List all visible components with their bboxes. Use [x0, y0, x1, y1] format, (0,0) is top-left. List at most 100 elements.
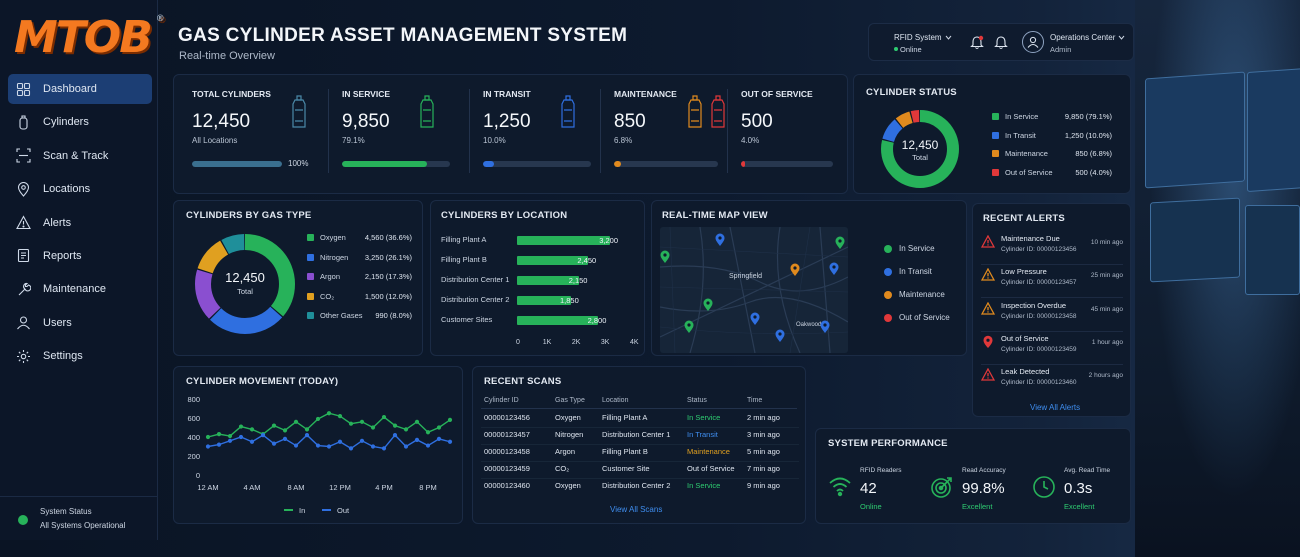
cylinder-status-panel: CYLINDER STATUS 12,450 Total In Service 9… [853, 74, 1131, 194]
map-pin-icon[interactable] [750, 312, 760, 326]
legend-item: Maintenance [992, 149, 1048, 158]
bell-alert-icon[interactable] [970, 35, 984, 50]
cell-status: In Service [687, 413, 721, 422]
cell-time: 2 min ago [747, 413, 780, 422]
map-pin-icon[interactable] [820, 320, 830, 334]
chevron-down-icon[interactable] [945, 35, 952, 40]
table-row[interactable]: 00000123460 Oxygen Distribution Center 2 In… [473, 481, 807, 496]
legend-value: 500 (4.0%) [1075, 167, 1112, 177]
bar-value: 3,200 [599, 235, 618, 245]
alert-detail: Cylinder ID: 00000123458 [1001, 312, 1077, 320]
location-panel: CYLINDERS BY LOCATION Filling Plant A 3,2… [430, 200, 645, 356]
legend-value: 3,250 (26.1%) [364, 252, 412, 262]
donut-center-label: Total [237, 287, 253, 296]
cell-gas: Oxygen [555, 413, 581, 422]
rfid-system-dropdown[interactable]: RFID System [894, 33, 942, 42]
data-point-out [216, 442, 222, 447]
sidebar-item-label: Cylinders [43, 116, 89, 129]
legend-label: Oxygen [320, 233, 346, 242]
alert-item[interactable]: Inspection Overdue Cylinder ID: 000001234… [973, 299, 1131, 332]
bar-label: Distribution Center 2 [441, 295, 510, 304]
user-name[interactable]: Operations Center [1050, 33, 1116, 42]
map-view[interactable]: Springfield Oakwood [660, 227, 848, 353]
view-all-alerts-link[interactable]: View All Alerts [1030, 403, 1081, 412]
map-pin-icon[interactable] [715, 233, 725, 247]
perf-status: Excellent [1064, 502, 1095, 511]
table-row[interactable]: 00000123456 Oxygen Filling Plant A In Servi… [473, 413, 807, 428]
legend-value: 4,560 (36.6%) [364, 233, 412, 242]
bell-icon[interactable] [994, 35, 1008, 50]
legend-label: CO₂ [320, 291, 335, 301]
table-header: Location [602, 397, 629, 404]
map-legend-item: Maintenance [884, 290, 945, 299]
kpi-sub: 10.0% [483, 136, 506, 145]
sidebar-item-label: Reports [43, 249, 82, 262]
map-pin-icon[interactable] [835, 236, 845, 250]
legend-label: Out of Service [899, 313, 950, 322]
cell-id: 00000123458 [484, 447, 530, 456]
cylinder-status-donut [881, 110, 959, 188]
sidebar-item-settings[interactable]: Settings [8, 341, 152, 371]
user-avatar[interactable] [1022, 31, 1044, 53]
sidebar-item-scan-track[interactable]: Scan & Track [8, 141, 152, 171]
performance-panel: SYSTEM PERFORMANCE RFID Readers 42 Online R… [815, 428, 1131, 524]
sidebar-item-dashboard[interactable]: Dashboard [8, 74, 152, 104]
map-pin-icon[interactable] [829, 262, 839, 276]
legend-label: Argon [320, 272, 341, 282]
sidebar-item-locations[interactable]: Locations [8, 174, 152, 204]
map-pin-icon[interactable] [703, 298, 713, 312]
data-point-out [337, 439, 343, 444]
sidebar-item-label: Maintenance [43, 283, 106, 296]
control-room-backdrop [1135, 0, 1300, 557]
map-label-oakwood: Oakwood [796, 322, 821, 328]
y-tick-label: 600 [187, 414, 200, 423]
legend-label: Other Gases [320, 311, 363, 321]
x-tick-label: 12 PM [329, 483, 351, 492]
sidebar-item-reports[interactable]: Reports [8, 241, 152, 271]
perf-value: 99.8% [962, 480, 1005, 497]
alert-item[interactable]: Out of Service Cylinder ID: 00000123459 1 … [973, 332, 1131, 365]
data-point-out [260, 433, 266, 438]
kpi-progress-bar [483, 161, 591, 167]
map-pin-icon[interactable] [684, 320, 694, 334]
table-row[interactable]: 00000123459 CO₂ Customer Site Out of Servic… [473, 464, 807, 479]
alert-item[interactable]: Maintenance Due Cylinder ID: 00000123456 1… [973, 232, 1131, 265]
chevron-down-icon[interactable] [1118, 35, 1125, 40]
kpi-total-cylinders: TOTAL CYLINDERS 12,450 All Locations 100% [192, 75, 330, 187]
perf-label: Read Accuracy [962, 467, 1006, 474]
table-row[interactable]: 00000123458 Argon Filling Plant B Maintenan… [473, 447, 807, 462]
map-pin-icon[interactable] [790, 263, 800, 277]
legend-label: In Transit [899, 267, 932, 276]
cell-location: Distribution Center 2 [602, 481, 671, 490]
bar-value: 2,800 [587, 315, 607, 325]
view-all-scans-link[interactable]: View All Scans [610, 505, 663, 514]
sidebar-item-cylinders[interactable]: Cylinders [8, 107, 152, 137]
legend-value: 2,150 (17.3%) [364, 272, 412, 282]
map-pin-icon[interactable] [775, 329, 785, 343]
sidebar-item-maintenance[interactable]: Maintenance [8, 274, 152, 304]
alert-title: Inspection Overdue [1001, 300, 1067, 310]
alert-item[interactable]: Leak Detected Cylinder ID: 00000123460 2 h… [973, 365, 1131, 398]
data-point-out [392, 433, 398, 438]
table-row[interactable]: 00000123457 Nitrogen Distribution Center 1… [473, 430, 807, 445]
page-subtitle: Real-time Overview [179, 50, 275, 62]
alert-detail: Cylinder ID: 00000123460 [1001, 379, 1077, 387]
sidebar-item-alerts[interactable]: Alerts [8, 208, 152, 238]
sidebar-item-users[interactable]: Users [8, 308, 152, 338]
legend-label: Nitrogen [320, 252, 349, 262]
kpi-label: IN SERVICE [342, 89, 391, 99]
alert-detail: Cylinder ID: 00000123459 [1001, 345, 1077, 353]
legend-value: 990 (8.0%) [375, 311, 412, 321]
y-tick-label: 0 [196, 471, 200, 480]
cell-time: 7 min ago [747, 464, 780, 473]
map-pin-icon[interactable] [660, 250, 670, 264]
kpi-value: 850 [614, 111, 646, 132]
kpi-label: MAINTENANCE [614, 89, 677, 99]
y-tick-label: 400 [187, 433, 200, 442]
x-tick-label: 4K [629, 339, 639, 346]
cell-location: Filling Plant B [602, 447, 648, 456]
data-point-in [271, 423, 277, 428]
sidebar-nav: Dashboard Cylinders Scan & Track Locations A… [8, 74, 152, 375]
alert-title: Maintenance Due [1001, 234, 1060, 243]
alert-item[interactable]: Low Pressure Cylinder ID: 00000123457 25 m… [973, 265, 1131, 299]
